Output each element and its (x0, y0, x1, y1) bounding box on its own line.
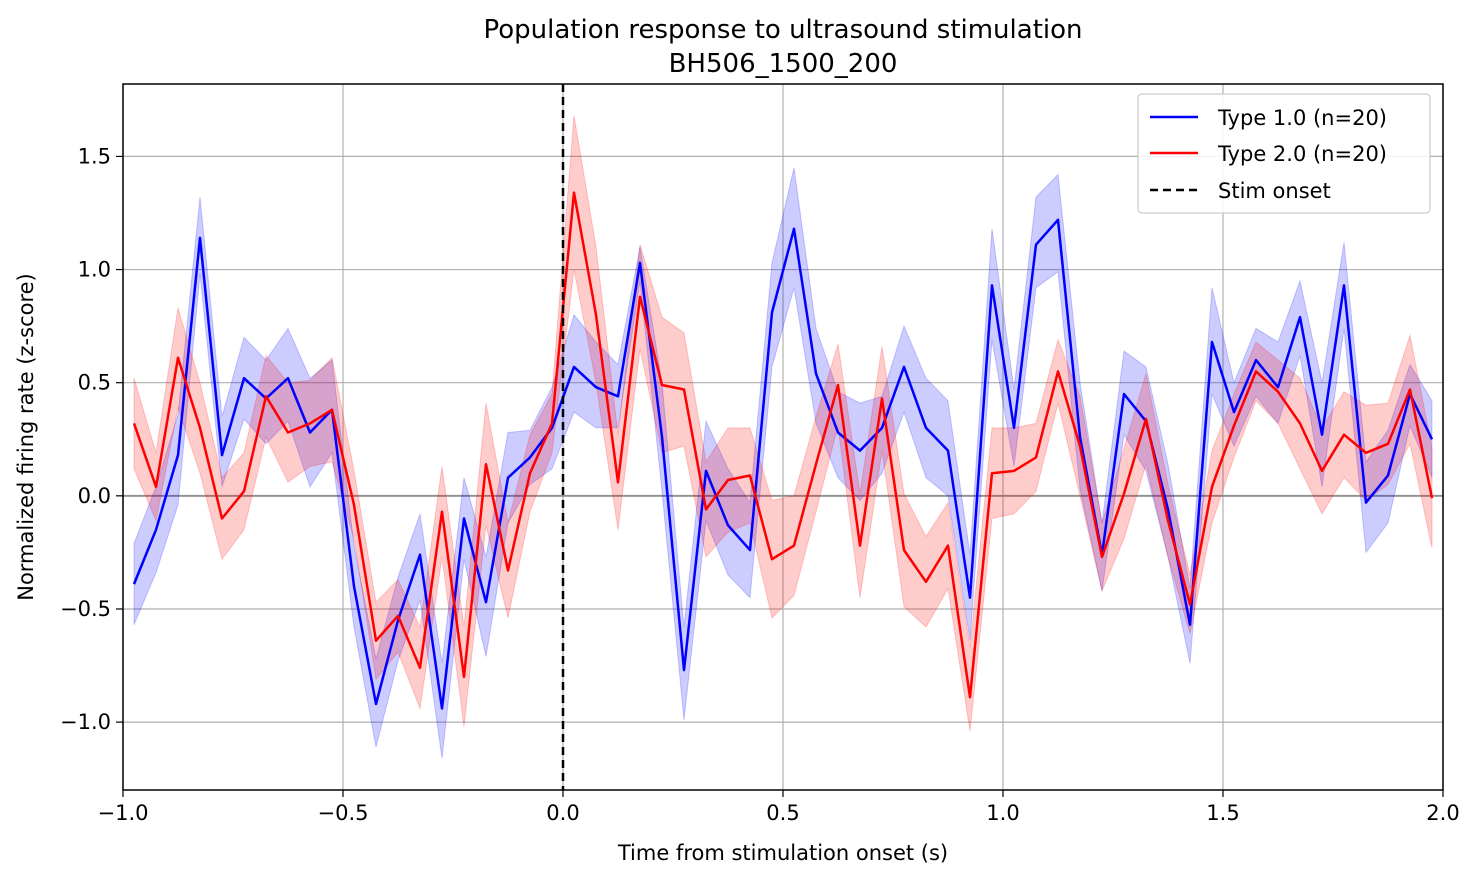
legend-label-type-1: Type 1.0 (n=20) (1217, 106, 1387, 130)
y-axis-label: Normalized firing rate (z-score) (14, 273, 38, 601)
x-axis-label: Time from stimulation onset (s) (617, 841, 948, 865)
x-tick-label: 0.5 (766, 801, 799, 825)
y-tick-label: 1.5 (78, 144, 111, 168)
series-line-type-1 (132, 218, 1434, 710)
series-line-type-2 (132, 191, 1434, 699)
x-tick-label: −0.5 (318, 801, 369, 825)
y-tick-label: 1.0 (78, 258, 111, 282)
x-tick-label: 1.0 (986, 801, 1019, 825)
x-tick-label: 2.0 (1426, 801, 1459, 825)
chart-title: Population response to ultrasound stimul… (483, 15, 1082, 45)
y-tick-label: −0.5 (60, 597, 111, 621)
confidence-band-type-1 (133, 167, 1433, 759)
x-tick-label: 0.0 (546, 801, 579, 825)
y-tick-label: 0.0 (78, 484, 111, 508)
legend-label-type-2: Type 2.0 (n=20) (1217, 142, 1387, 166)
legend-box (1137, 93, 1431, 214)
y-axis-ticks: −1.0 −0.5 0.0 0.5 1.0 1.5 (60, 144, 123, 734)
legend-label-stim-onset: Stim onset (1218, 179, 1331, 203)
x-tick-label: 1.5 (1206, 801, 1239, 825)
y-tick-label: −1.0 (60, 710, 111, 734)
confidence-bands (133, 115, 1433, 759)
y-tick-label: 0.5 (78, 371, 111, 395)
x-tick-label: −1.0 (98, 801, 149, 825)
x-axis-ticks: −1.0 −0.5 0.0 0.5 1.0 1.5 2.0 (98, 790, 1460, 825)
chart-title-group: Population response to ultrasound stimul… (483, 15, 1082, 79)
legend: Type 1.0 (n=20) Type 2.0 (n=20) Stim ons… (1137, 93, 1431, 214)
series-lines (132, 84, 1434, 790)
chart-subtitle: BH506_1500_200 (669, 49, 898, 79)
confidence-band-type-2 (133, 115, 1433, 732)
